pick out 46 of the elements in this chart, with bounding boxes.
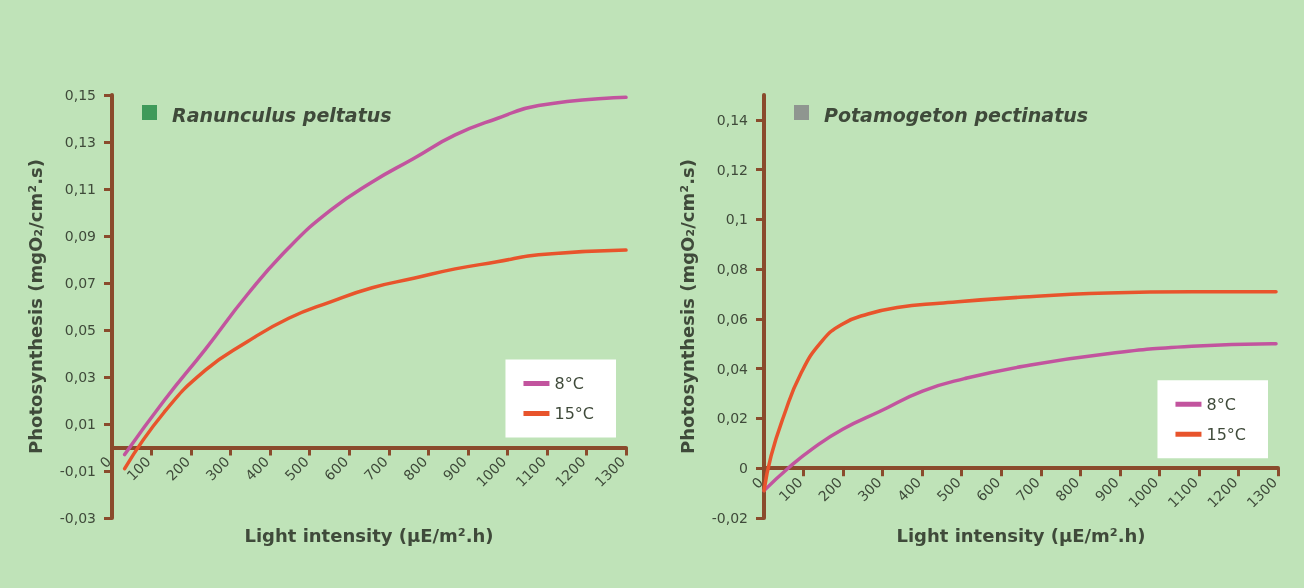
x-tick-label: 500 — [933, 474, 964, 505]
x-axis-title: Light intensity (µE/m².h) — [244, 524, 494, 546]
x-tick-label: 0 — [96, 453, 115, 471]
x-tick-label: 300 — [854, 474, 885, 505]
x-tick-label: 900 — [1091, 474, 1122, 505]
x-tick-label: 100 — [775, 474, 806, 505]
y-tick-label: 0,1 — [725, 211, 748, 228]
legend-label: 8°C — [554, 374, 584, 393]
y-tick-label: 0,08 — [716, 261, 748, 278]
x-tick-label: 700 — [1012, 474, 1043, 505]
chart-title: Ranunculus peltatus — [172, 103, 392, 126]
x-tick-label: 0 — [748, 474, 767, 492]
y-tick-label: 0,06 — [716, 310, 749, 327]
x-tick-label: 200 — [815, 474, 846, 505]
legend-label: 15°C — [554, 404, 594, 423]
y-tick-label: 0,03 — [64, 369, 96, 385]
legend-label: 15°C — [1206, 424, 1246, 444]
x-axis-title: Light intensity (µE/m².h) — [896, 524, 1146, 546]
x-tick-label: 600 — [321, 453, 352, 484]
y-tick-label: 0,02 — [716, 410, 748, 427]
x-tick-label: 800 — [400, 453, 431, 484]
y-tick-label: 0,13 — [64, 134, 96, 150]
y-tick-label: 0,05 — [64, 322, 96, 338]
y-tick-label: -0,02 — [711, 510, 748, 526]
y-tick-label: 0,01 — [64, 416, 96, 432]
x-tick-label: 600 — [973, 474, 1004, 505]
y-tick-label: 0,07 — [64, 275, 96, 291]
y-tick-label: 0,12 — [716, 161, 748, 178]
line-series — [122, 95, 628, 457]
y-tick-label: 0,11 — [64, 181, 96, 197]
x-tick-label: 700 — [360, 453, 391, 484]
y-tick-label: -0,03 — [59, 510, 96, 526]
y-tick-label: 0,14 — [716, 111, 749, 128]
x-tick-label: 100 — [123, 453, 154, 484]
x-tick-label: 400 — [242, 453, 273, 484]
y-axis-title: Photosynthesis (mgO₂/cm².s) — [24, 159, 46, 454]
y-tick-label: 0,09 — [64, 228, 96, 244]
y-tick-label: 0,15 — [64, 87, 96, 103]
y-axis-title: Photosynthesis (mgO₂/cm².s) — [676, 159, 698, 454]
y-tick-label: -0,01 — [59, 463, 96, 479]
legend-label: 8°C — [1206, 394, 1236, 414]
x-tick-label: 400 — [894, 474, 925, 505]
text: Potamogeton pectinatus — [824, 103, 1089, 126]
x-tick-label: 900 — [439, 453, 470, 484]
x-tick-label: 800 — [1052, 474, 1083, 505]
y-tick-label: 0,04 — [716, 360, 749, 377]
